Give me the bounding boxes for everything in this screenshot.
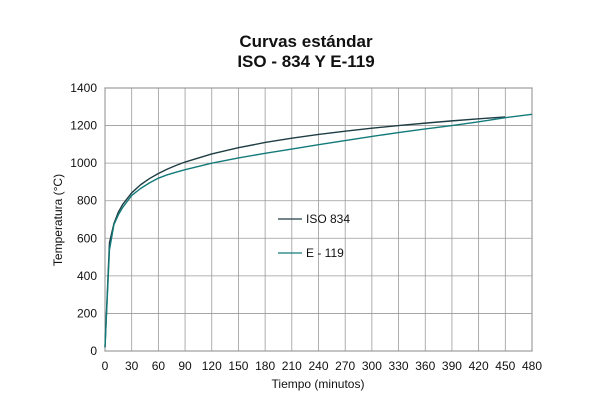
x-tick-label: 330 [389, 359, 409, 373]
x-tick-label: 150 [228, 359, 248, 373]
x-tick-label: 30 [125, 359, 139, 373]
legend: ISO 834 E - 119 [278, 212, 350, 260]
y-tick-labels: 0 200 400 600 800 1000 1200 1400 [70, 81, 97, 358]
x-tick-label: 360 [415, 359, 435, 373]
x-tick-label: 90 [178, 359, 192, 373]
x-tick-label: 420 [469, 359, 489, 373]
x-tick-label: 480 [522, 359, 542, 373]
y-axis-label: Temperatura (°C) [51, 174, 65, 266]
y-tick-label: 400 [77, 269, 97, 283]
y-tick-label: 800 [77, 194, 97, 208]
chart-subtitle: ISO - 834 Y E-119 [237, 52, 374, 71]
series-line-iso-834 [104, 116, 506, 348]
series-line-e-119 [104, 113, 533, 348]
y-tick-label: 200 [77, 306, 97, 320]
x-tick-label: 270 [335, 359, 355, 373]
x-tick-label: 180 [255, 359, 275, 373]
y-tick-label: 1400 [70, 81, 97, 95]
y-tick-label: 600 [77, 231, 97, 245]
y-tick-label: 0 [90, 344, 97, 358]
x-tick-label: 210 [282, 359, 302, 373]
x-tick-labels: 0 30 60 90 120 150 180 210 240 270 300 330 360 390 420… [102, 359, 543, 373]
x-tick-label: 0 [102, 359, 109, 373]
x-axis-label: Tiempo (minutos) [272, 377, 365, 391]
y-tick-label: 1200 [70, 119, 97, 133]
x-tick-label: 300 [362, 359, 382, 373]
x-tick-label: 450 [495, 359, 515, 373]
legend-label-e-119: E - 119 [306, 246, 344, 260]
x-tick-label: 240 [308, 359, 328, 373]
legend-label-iso-834: ISO 834 [306, 212, 350, 226]
y-tick-label: 1000 [70, 156, 97, 170]
x-tick-label: 60 [152, 359, 166, 373]
x-tick-label: 390 [442, 359, 462, 373]
chart-title: Curvas estándar [239, 32, 373, 51]
x-tick-label: 120 [202, 359, 222, 373]
series-lines [104, 113, 533, 348]
